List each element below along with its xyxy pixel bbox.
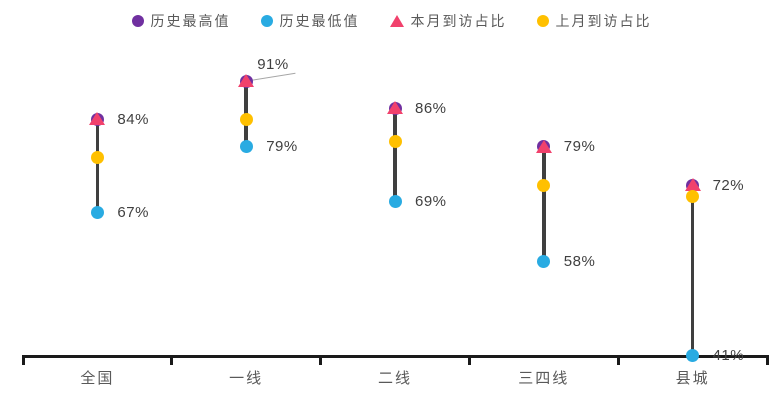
range-stem [95, 119, 100, 213]
max-value-label: 91% [257, 56, 289, 73]
x-axis-category-label: 全国 [80, 371, 115, 387]
current-month-marker [238, 74, 255, 87]
legend-label: 本月到访占比 [410, 15, 507, 30]
min-marker [239, 140, 253, 154]
legend-item: 本月到访占比 [389, 11, 507, 31]
current-month-marker [89, 112, 106, 126]
x-axis-category-label: 一线 [229, 371, 264, 387]
min-marker [388, 195, 402, 209]
label-leader-line [250, 72, 296, 81]
last-month-marker [239, 112, 253, 126]
x-axis-tick [21, 355, 25, 365]
legend-label: 历史最低值 [279, 15, 360, 30]
current-month-marker [535, 139, 552, 153]
min-marker [537, 255, 551, 269]
min-value-label: 79% [266, 138, 298, 156]
x-axis-tick [319, 355, 323, 365]
x-axis-tick [765, 355, 769, 365]
x-axis-tick [467, 355, 471, 365]
max-value-label: 84% [117, 110, 149, 128]
legend-item: 上月到访占比 [536, 11, 652, 31]
last-month-marker [537, 178, 551, 192]
range-stem [393, 108, 397, 202]
x-axis-category-label: 二线 [377, 371, 412, 387]
max-value-label: 79% [563, 138, 596, 156]
min-value-label: 58% [563, 253, 596, 271]
min-value-label: 67% [117, 204, 149, 222]
current-month-marker [387, 101, 403, 115]
x-axis-tick [170, 355, 174, 365]
x-axis-tick [616, 355, 620, 365]
legend-item: 历史最低值 [260, 11, 360, 31]
legend-marker-circle-icon [536, 15, 549, 27]
legend-label: 上月到访占比 [555, 15, 652, 30]
legend-marker-circle-icon [131, 15, 144, 27]
chart-legend: 历史最高值 历史最低值 本月到访占比 上月到访占比 [0, 10, 783, 32]
min-value-label: 41% [712, 346, 745, 364]
min-value-label: 69% [415, 193, 447, 211]
min-marker [686, 348, 700, 362]
max-value-label: 72% [712, 176, 745, 194]
current-month-marker [684, 178, 701, 192]
x-axis-category-label: 三四线 [518, 371, 570, 387]
x-axis-category-label: 县城 [675, 371, 710, 387]
legend-label: 历史最高值 [150, 15, 231, 30]
last-month-marker [686, 189, 700, 203]
range-stem [690, 185, 695, 355]
legend-marker-circle-icon [260, 15, 273, 27]
min-marker [90, 206, 104, 220]
max-value-label: 86% [415, 99, 447, 117]
last-month-marker [388, 134, 402, 148]
x-axis-line [23, 355, 767, 358]
range-stem [542, 146, 546, 262]
legend-marker-triangle-icon [389, 15, 404, 27]
legend-item: 历史最高值 [131, 11, 231, 31]
last-month-marker [90, 151, 104, 165]
